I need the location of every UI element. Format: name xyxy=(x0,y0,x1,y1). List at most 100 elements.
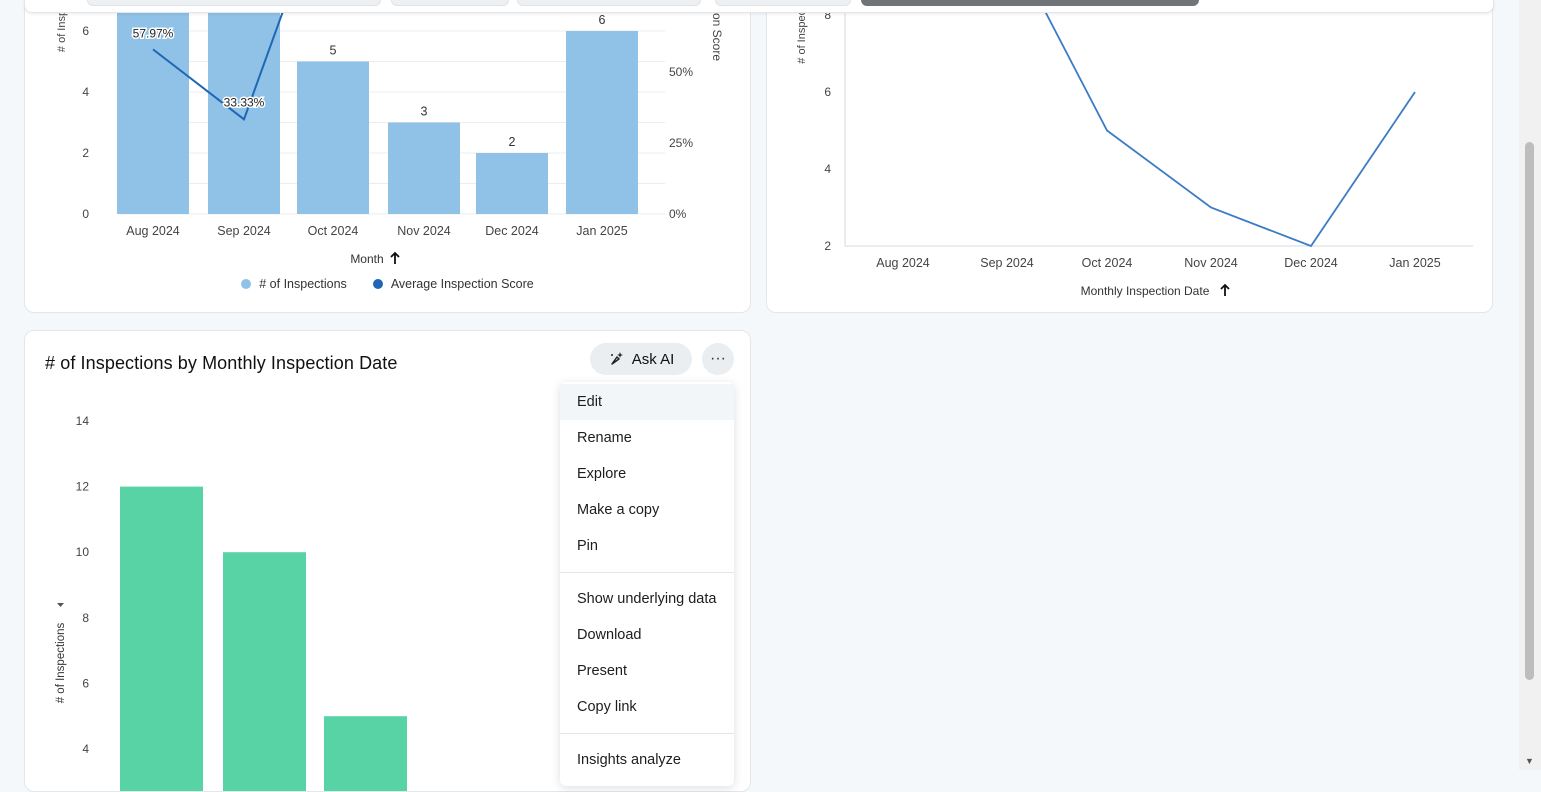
bar-data-label: 2 xyxy=(509,135,516,149)
menu-item-copy-link[interactable]: Copy link xyxy=(577,699,637,715)
y-tick-label: 6 xyxy=(82,676,89,690)
ask-ai-label: Ask AI xyxy=(631,350,675,368)
x-axis-title[interactable]: Monthly Inspection Date xyxy=(1081,283,1230,298)
x-tick-label: Dec 2024 xyxy=(485,224,539,238)
x-tick-label: Aug 2024 xyxy=(126,224,180,238)
more-dots-icon: ··· xyxy=(710,350,726,367)
menu-item-present[interactable]: Present xyxy=(577,663,627,679)
filter-pill-2[interactable] xyxy=(391,0,509,6)
y-tick-label: 4 xyxy=(82,85,89,99)
legend-label: # of Inspections xyxy=(259,277,347,291)
y2-tick-label: 50% xyxy=(669,65,693,79)
series-line-inspections[interactable] xyxy=(903,0,1416,248)
y-tick-label: 4 xyxy=(824,162,831,176)
menu-item-make-a-copy[interactable]: Make a copy xyxy=(577,502,660,518)
sort-arrow-up-icon[interactable] xyxy=(1220,283,1230,296)
y-axis-right-label: on Score xyxy=(710,13,724,61)
x-axis-label: Month xyxy=(350,252,383,266)
filter-pill-3[interactable] xyxy=(517,0,701,6)
bar-oct-2024[interactable] xyxy=(297,61,369,215)
scroll-down-arrow-icon[interactable]: ▼ xyxy=(1525,756,1534,766)
y-axis-title[interactable]: # of Inspections xyxy=(55,603,67,703)
bar-dec-2024[interactable] xyxy=(476,153,548,214)
x-tick-label: Aug 2024 xyxy=(876,256,930,270)
bar-data-label: 5 xyxy=(330,44,337,58)
y-axis-label: # of Inspectio xyxy=(796,0,808,64)
bar-data-label: 3 xyxy=(421,105,428,119)
y-axis-left-label: # of Insp xyxy=(56,10,68,52)
menu-item-rename[interactable]: Rename xyxy=(577,430,632,446)
legend: # of Inspections Average Inspection Scor… xyxy=(25,277,750,291)
x-tick-label: Sep 2024 xyxy=(980,256,1034,270)
legend-item-average-score[interactable]: Average Inspection Score xyxy=(372,277,534,291)
legend-dot xyxy=(372,279,383,289)
y-tick-label: 14 xyxy=(76,414,90,428)
bar-sep-2024[interactable] xyxy=(208,0,280,214)
bar-oct-2024[interactable] xyxy=(324,716,407,791)
x-tick-label: Dec 2024 xyxy=(1284,256,1338,270)
bar-sep-2024[interactable] xyxy=(223,552,306,791)
filter-pill-4[interactable] xyxy=(715,0,851,6)
line-data-label-text: 57.97% xyxy=(133,26,174,40)
chart-card-line-monthly: 2 4 6 8 Aug 2024 Sep 2024 Oct 2024 Nov 2024 Dec … xyxy=(766,0,1493,313)
line-data-label: 33.33% xyxy=(222,94,266,111)
y2-tick-label: 0% xyxy=(669,207,687,221)
sort-arrow-up-icon[interactable] xyxy=(390,251,400,264)
ask-ai-button[interactable]: Ask AI xyxy=(590,343,692,375)
menu-item-explore[interactable]: Explore xyxy=(577,466,627,482)
line-chart: 2 4 6 8 Aug 2024 Sep 2024 Oct 2024 Nov 2024 Dec … xyxy=(796,0,1473,298)
x-tick-label: Oct 2024 xyxy=(1082,256,1133,270)
y-tick-label: 8 xyxy=(824,8,831,22)
line-data-label-text: 33.33% xyxy=(224,95,265,109)
bar-aug-2024[interactable] xyxy=(120,486,203,791)
menu-divider xyxy=(560,733,734,734)
menu-item-download[interactable]: Download xyxy=(577,627,642,643)
menu-item-insights-analyze[interactable]: Insights analyze xyxy=(577,752,681,768)
y-tick-label: 2 xyxy=(824,239,831,253)
more-options-menu: Edit Rename Explore Make a copy Pin Show und… xyxy=(560,382,734,786)
filter-pill-1[interactable] xyxy=(87,0,381,6)
y-tick-label: 6 xyxy=(824,85,831,99)
x-tick-label: Nov 2024 xyxy=(1184,256,1238,270)
legend-label: Average Inspection Score xyxy=(390,277,534,291)
x-tick-label: Jan 2025 xyxy=(576,224,627,238)
scrollbar-thumb[interactable] xyxy=(1525,142,1534,680)
y-tick-label: 4 xyxy=(82,742,89,756)
dashboard-filter-bar xyxy=(24,0,1494,13)
more-options-button[interactable]: ··· xyxy=(702,343,734,375)
y2-tick-label: 25% xyxy=(669,136,693,150)
menu-item-show-underlying-data[interactable]: Show underlying data xyxy=(577,591,717,607)
filter-pill-active[interactable] xyxy=(861,0,1199,6)
x-axis-label: Monthly Inspection Date xyxy=(1081,284,1210,298)
line-data-label: 57.97% xyxy=(131,25,175,42)
y-tick-label: 6 xyxy=(82,24,89,38)
y-tick-label: 0 xyxy=(82,207,89,221)
x-tick-label: Nov 2024 xyxy=(397,224,451,238)
y-tick-label: 10 xyxy=(76,545,90,559)
bar-aug-2024[interactable] xyxy=(117,0,189,214)
chevron-down-icon[interactable] xyxy=(57,603,64,607)
ai-spark-icon xyxy=(610,352,623,365)
bar-data-label: 6 xyxy=(599,13,606,27)
x-tick-label: Jan 2025 xyxy=(1389,256,1440,270)
legend-item-inspections[interactable]: # of Inspections xyxy=(241,277,347,291)
bar-jan-2025[interactable] xyxy=(566,31,638,214)
menu-item-pin[interactable]: Pin xyxy=(577,538,598,554)
x-tick-label: Oct 2024 xyxy=(308,224,359,238)
menu-item-edit[interactable]: Edit xyxy=(560,384,734,420)
card-title: # of Inspections by Monthly Inspection D… xyxy=(45,353,398,373)
bar-chart: 4 6 8 10 12 14 # of Inspections xyxy=(55,414,407,791)
y-tick-label: 8 xyxy=(82,611,89,625)
x-axis-title[interactable]: Month xyxy=(350,251,400,266)
y-axis-label: # of Inspections xyxy=(55,622,67,703)
x-tick-label: Sep 2024 xyxy=(217,224,271,238)
y-tick-label: 2 xyxy=(82,146,89,160)
series-line-average-score[interactable] xyxy=(152,0,291,121)
bar-nov-2024[interactable] xyxy=(388,122,460,215)
chart-card-inspections-score: 5 3 2 6 57.97% 33.33% 0 2 4 6 0% 25% 50% Aug 2024 Sep… xyxy=(24,0,751,313)
menu-divider xyxy=(560,572,734,573)
page-scrollbar[interactable]: ▼ xyxy=(1519,0,1541,770)
y-tick-label: 12 xyxy=(76,480,90,494)
combo-chart: 5 3 2 6 57.97% 33.33% 0 2 4 6 0% 25% 50% Aug 2024 Sep… xyxy=(56,0,724,266)
legend-dot xyxy=(241,279,252,289)
